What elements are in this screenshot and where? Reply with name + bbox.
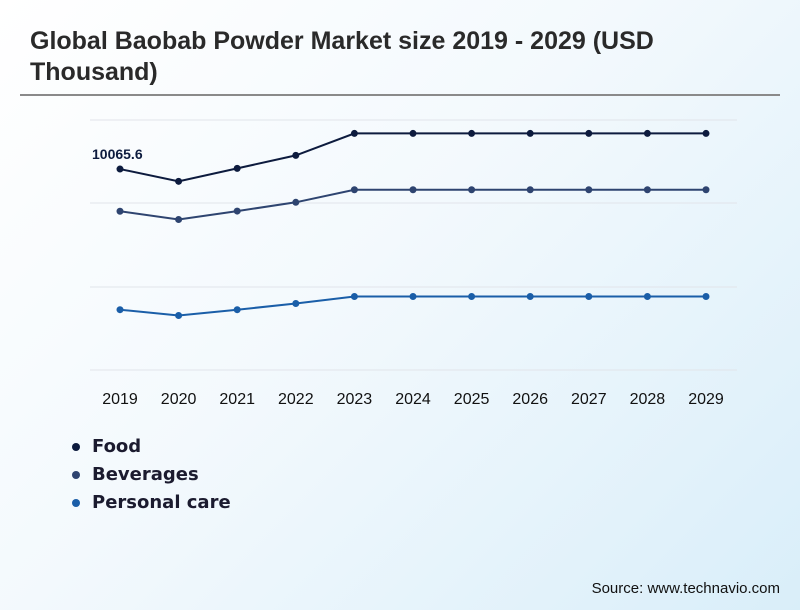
legend-label-personal-care: Personal care xyxy=(92,492,231,513)
point-personal-care-2025 xyxy=(468,293,476,301)
point-food-2029 xyxy=(702,129,710,137)
x-tick-2029: 2029 xyxy=(688,391,724,408)
point-beverages-2026 xyxy=(526,186,534,194)
point-beverages-2020 xyxy=(175,215,183,223)
point-beverages-2029 xyxy=(702,186,710,194)
legend-item-personal-care: Personal care xyxy=(72,489,231,517)
point-beverages-2028 xyxy=(643,186,651,194)
point-personal-care-2024 xyxy=(409,293,417,301)
grid-lines xyxy=(90,119,737,371)
source-credit: Source: www.technavio.com xyxy=(591,580,780,597)
legend-label-beverages: Beverages xyxy=(92,464,199,485)
series-line-food xyxy=(119,132,706,183)
point-personal-care-2027 xyxy=(585,293,593,301)
legend-item-beverages: Beverages xyxy=(72,461,231,489)
x-tick-2027: 2027 xyxy=(571,391,607,408)
point-beverages-2021 xyxy=(233,207,241,215)
point-food-2026 xyxy=(526,129,534,137)
point-personal-care-2029 xyxy=(702,293,710,301)
title-divider xyxy=(20,94,780,96)
x-tick-2020: 2020 xyxy=(161,391,197,408)
point-personal-care-2026 xyxy=(526,293,534,301)
point-personal-care-2021 xyxy=(233,306,241,314)
x-tick-2028: 2028 xyxy=(630,391,666,408)
point-personal-care-2023 xyxy=(350,293,358,301)
series-points xyxy=(116,129,710,319)
legend-marker-food xyxy=(72,443,80,451)
x-tick-2019: 2019 xyxy=(102,391,138,408)
point-food-2027 xyxy=(585,129,593,137)
page-title: Global Baobab Powder Market size 2019 - … xyxy=(30,27,654,86)
point-personal-care-2022 xyxy=(292,300,300,308)
point-beverages-2024 xyxy=(409,186,417,194)
point-personal-care-2020 xyxy=(175,311,183,319)
x-tick-2023: 2023 xyxy=(337,391,373,408)
point-food-2020 xyxy=(175,177,183,185)
line-chart: 2019 2020 2021 2022 2023 2024 2025 2026 2027 2028… xyxy=(90,119,737,408)
point-beverages-2023 xyxy=(350,186,358,194)
legend-marker-beverages xyxy=(72,471,80,479)
point-food-2019 xyxy=(116,165,124,173)
x-tick-2022: 2022 xyxy=(278,391,314,408)
point-food-2023 xyxy=(350,129,358,137)
point-food-2028 xyxy=(643,129,651,137)
x-tick-2026: 2026 xyxy=(512,391,548,408)
annotations: 10065.6 xyxy=(92,146,143,162)
series-lines xyxy=(119,132,706,317)
point-beverages-2022 xyxy=(292,198,300,206)
point-beverages-2019 xyxy=(116,207,124,215)
data-label-0: 10065.6 xyxy=(92,146,143,162)
point-food-2021 xyxy=(233,164,241,172)
point-personal-care-2028 xyxy=(643,293,651,301)
point-beverages-2027 xyxy=(585,186,593,194)
legend-marker-personal-care xyxy=(72,499,80,507)
legend-label-food: Food xyxy=(92,436,142,457)
x-tick-labels: 2019 2020 2021 2022 2023 2024 2025 2026 2027 2028… xyxy=(102,391,724,408)
x-tick-2024: 2024 xyxy=(395,391,431,408)
series-line-beverages xyxy=(119,188,706,221)
point-food-2024 xyxy=(409,129,417,137)
point-food-2022 xyxy=(292,151,300,159)
x-tick-2021: 2021 xyxy=(219,391,255,408)
point-beverages-2025 xyxy=(468,186,476,194)
point-personal-care-2019 xyxy=(116,306,124,314)
legend-item-food: Food xyxy=(72,433,231,461)
x-tick-2025: 2025 xyxy=(454,391,490,408)
legend: Food Beverages Personal care xyxy=(72,433,231,517)
point-food-2025 xyxy=(468,129,476,137)
